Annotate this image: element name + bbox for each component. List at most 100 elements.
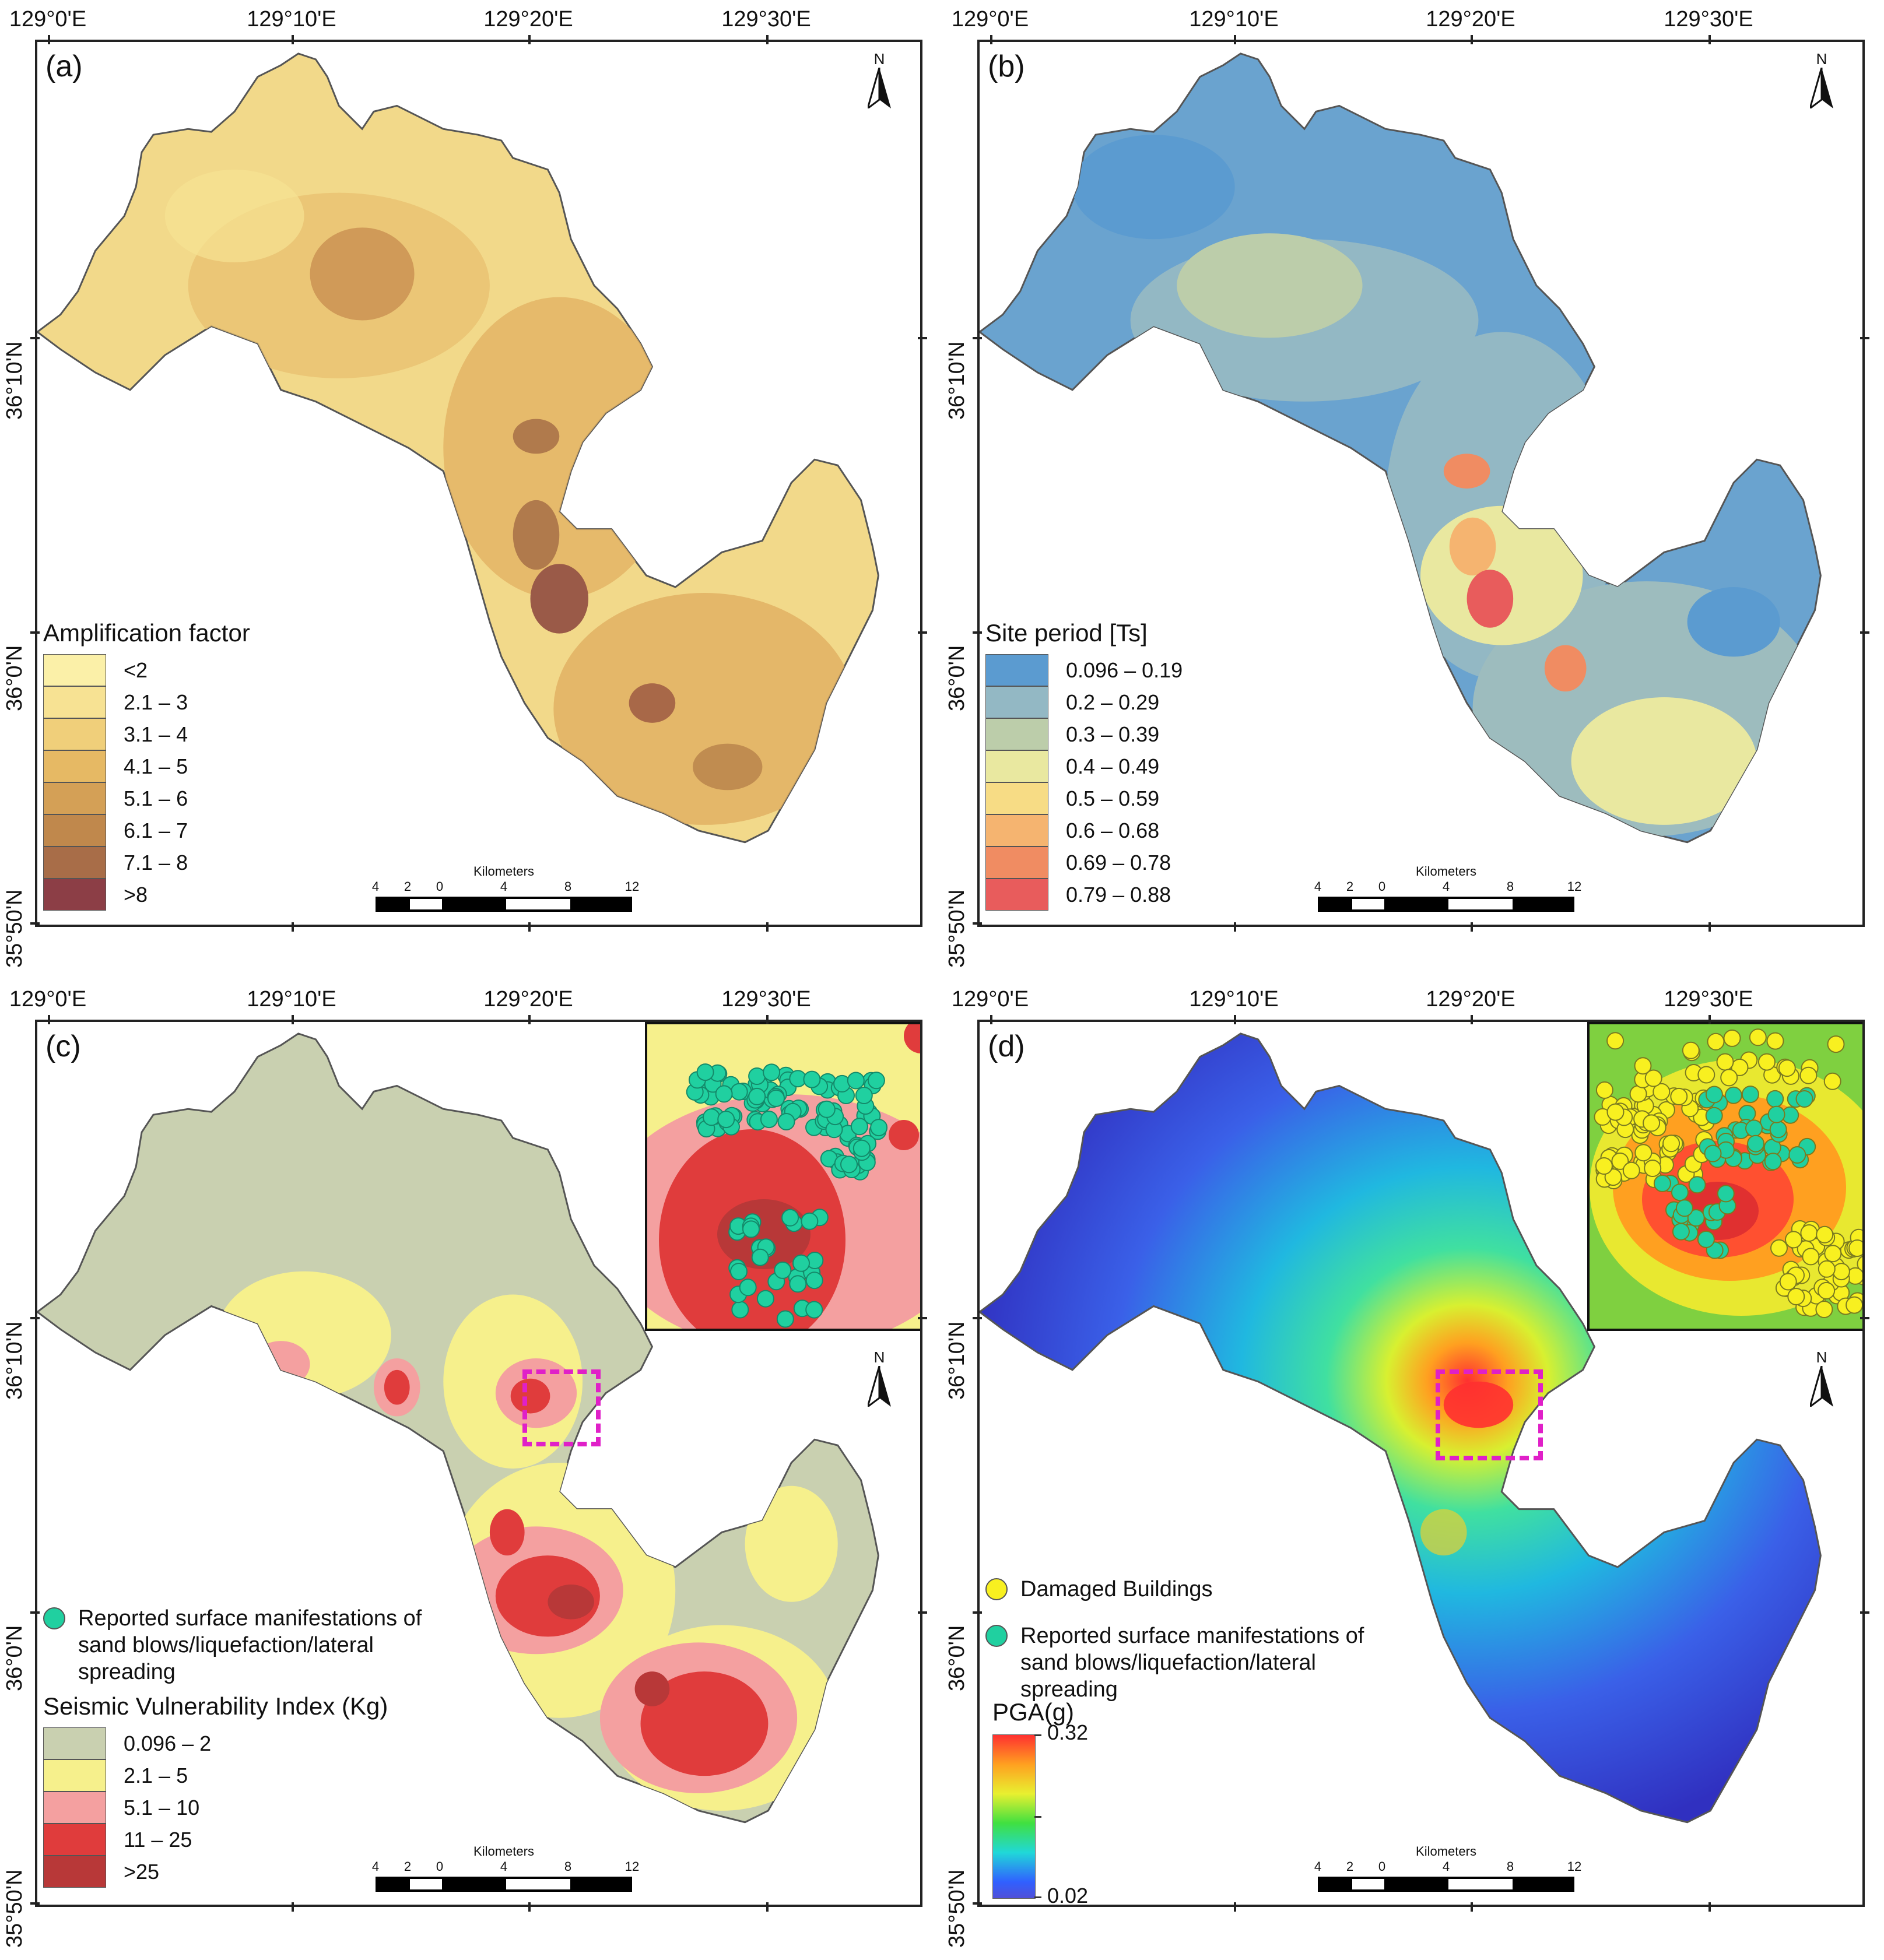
damaged-building-point [1723, 1029, 1741, 1047]
map-frame: (b) N Site period [Ts] 0.096 – 0.19 0.2 –… [977, 40, 1865, 927]
damaged-building-point [1595, 1081, 1613, 1099]
damaged-building-point [1643, 1114, 1661, 1132]
legend-swatch [985, 686, 1048, 718]
liquefaction-point [1724, 1086, 1742, 1104]
liquefaction-point [805, 1301, 823, 1319]
legend-swatch [43, 1792, 106, 1824]
damaged-building-point [1778, 1059, 1796, 1077]
legend-item: 0.6 – 0.68 [985, 814, 1183, 846]
lat-label: 36°0'N [2, 645, 27, 711]
pga-legend-title: PGA(g) [992, 1698, 1075, 1726]
legend-item: 2.1 – 3 [43, 686, 250, 718]
legend-item: 0.2 – 0.29 [985, 686, 1183, 718]
scale-tick: 2 [1346, 1859, 1354, 1874]
lon-label: 129°20'E [483, 7, 573, 31]
damaged-building-point [1758, 1053, 1776, 1071]
scale-tick: 12 [1567, 879, 1582, 894]
legend-swatch [43, 1824, 106, 1856]
legend-label: >8 [124, 882, 148, 907]
legend-swatch [985, 879, 1048, 911]
liquefaction-point [1687, 1209, 1705, 1227]
panel-label: (a) [45, 50, 83, 83]
liquefaction-point [801, 1212, 819, 1230]
damaged-building-point [1697, 1066, 1715, 1084]
legend-item: 0.5 – 0.59 [985, 782, 1183, 814]
scale-bar: Kilometers 4 2 0 4 8 12 [1314, 864, 1581, 922]
lon-label: 129°30'E [721, 7, 811, 31]
pga-colorbar [992, 1734, 1036, 1899]
lon-label: 129°10'E [1189, 7, 1279, 31]
legend-label: 0.5 – 0.59 [1066, 786, 1160, 810]
damaged-building-point [1682, 1041, 1700, 1059]
map-frame: (a) N Amplification factor <2 2.1 – 3 3.1 … [35, 40, 922, 927]
north-label: N [1816, 1348, 1827, 1366]
map-frame: (c) N Reported surface manifestations of… [35, 1020, 922, 1907]
liquefaction-point [805, 1271, 823, 1290]
damaged-building-point [1611, 1152, 1629, 1170]
liquefaction-point [763, 1063, 781, 1081]
liquefaction-point [840, 1155, 858, 1174]
liquefaction-point [789, 1275, 807, 1293]
scale-unit: Kilometers [1416, 1844, 1476, 1859]
liquefaction-point [1764, 1153, 1782, 1171]
liquefaction-point [731, 1301, 749, 1319]
legend-label: 0.4 – 0.49 [1066, 754, 1160, 778]
damaged-building-point [1670, 1087, 1688, 1105]
lon-label: 129°10'E [247, 987, 336, 1011]
lon-label: 129°10'E [247, 7, 336, 31]
legend-swatch [43, 1759, 106, 1792]
liquefaction-point [1704, 1144, 1722, 1162]
damaged-building-point [1818, 1260, 1836, 1278]
scale-tick: 8 [1506, 879, 1514, 894]
liquefaction-point [818, 1100, 836, 1118]
legend-swatch [985, 814, 1048, 846]
liquefaction-point [1767, 1105, 1785, 1123]
scale-bar-graphic [1318, 1877, 1574, 1892]
scale-bar: Kilometers 4 2 0 4 8 12 [372, 1844, 639, 1902]
liquefaction-point [1705, 1086, 1723, 1104]
lon-label: 129°30'E [1664, 7, 1753, 31]
vulnerability-map [37, 1032, 879, 1824]
damaged-building-point [1816, 1225, 1834, 1244]
scale-tick: 2 [1346, 879, 1354, 894]
damaged-building-point [1800, 1224, 1818, 1242]
legend-item: 5.1 – 6 [43, 782, 250, 814]
liquefaction-point [867, 1072, 885, 1090]
legend-item: 0.69 – 0.78 [985, 846, 1183, 879]
scale-tick: 12 [625, 879, 640, 894]
legend-label: >25 [124, 1859, 160, 1884]
legend-item: 0.3 – 0.39 [985, 718, 1183, 750]
point-legend-damaged: Damaged Buildings [985, 1576, 1394, 1603]
scale-tick: 12 [1567, 1859, 1582, 1874]
scale-unit: Kilometers [1416, 864, 1476, 879]
scale-bar: Kilometers 4 2 0 4 8 12 [372, 864, 639, 922]
damaged-building-point [1622, 1161, 1640, 1179]
scale-tick: 4 [500, 1859, 508, 1874]
liquefaction-point [715, 1085, 733, 1103]
legend-label: 0.096 – 2 [124, 1731, 212, 1755]
legend-item: <2 [43, 654, 250, 686]
liquefaction-point [1653, 1174, 1671, 1192]
liquefaction-point [1766, 1090, 1784, 1108]
liquefaction-point [1675, 1199, 1693, 1217]
scale-bar: Kilometers 4 2 0 4 8 12 [1314, 1844, 1581, 1902]
panel-label: (d) [988, 1030, 1025, 1063]
scale-tick: 0 [1378, 879, 1386, 894]
lat-label: 36°0'N [945, 1625, 969, 1691]
damaged-building-point [1779, 1273, 1797, 1291]
lon-label: 129°0'E [951, 7, 1029, 31]
damaged-building-point [1653, 1083, 1671, 1101]
legend-swatch [985, 654, 1048, 686]
legend-swatch [985, 750, 1048, 782]
scale-tick: 4 [500, 879, 508, 894]
liquefaction-point [1795, 1090, 1813, 1108]
panel-d: (d) N Damaged Buildings Reported surface… [942, 980, 1884, 1960]
legend-item: 7.1 – 8 [43, 846, 250, 879]
legend-swatch [985, 846, 1048, 879]
damaged-building-point [1802, 1248, 1820, 1266]
scale-bar-graphic [1318, 897, 1574, 912]
liquefaction-point [739, 1278, 757, 1297]
scale-tick: 4 [1314, 879, 1322, 894]
lat-label: 36°10'N [2, 341, 27, 420]
scale-tick: 0 [436, 879, 444, 894]
